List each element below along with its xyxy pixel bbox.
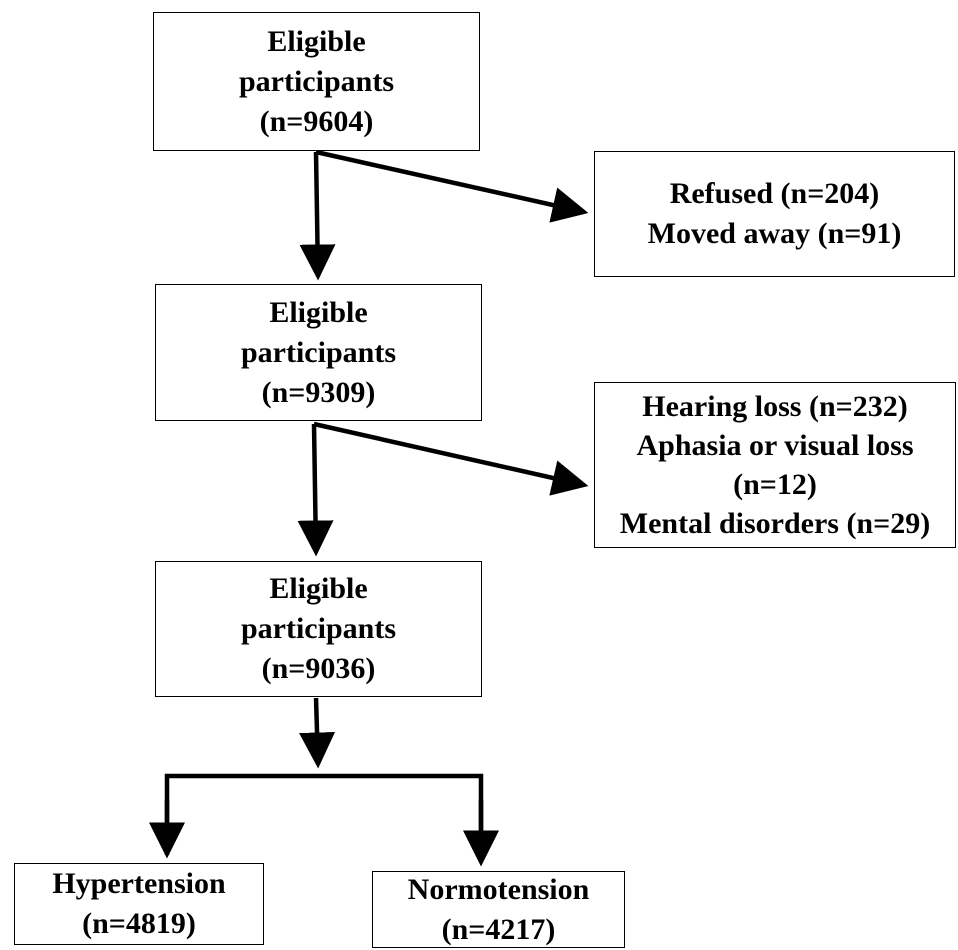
normotension-box: Normotension (n=4217) (372, 871, 625, 948)
arrow-eligible2-to-excluded2 (313, 421, 589, 496)
hypertension-label: Hypertension (52, 867, 226, 900)
normotension-count: (n=4217) (441, 912, 556, 946)
eligible-participants-box-3: Eligible participants (n=9036) (155, 561, 482, 697)
excluded-2-line-1: Hearing loss (n=232) (642, 390, 908, 423)
eligible-1-line-1: Eligible (267, 24, 366, 58)
eligible-3-line-2: participants (240, 612, 396, 645)
eligible-2-line-2: participants (240, 335, 396, 369)
arrow-eligible1-to-excluded1 (315, 149, 589, 223)
excluded-2-line-4: Mental disorders (n=29) (619, 507, 931, 540)
excluded-box-1: Refused (n=204) Moved away (n=91) (594, 151, 955, 277)
excluded-2-line-3: (n=12) (733, 468, 817, 501)
excluded-1-line-2: Moved away (n=91) (647, 217, 902, 250)
excluded-2-line-2: Aphasia or visual loss (636, 429, 914, 462)
eligible-3-line-3: (n=9036) (261, 652, 376, 685)
normotension-label: Normotension (407, 872, 590, 906)
split-line (164, 773, 484, 860)
eligible-2-line-1: Eligible (269, 295, 368, 329)
hypertension-box: Hypertension (n=4819) (14, 863, 264, 945)
eligible-1-line-2: participants (238, 64, 394, 98)
eligible-participants-box-2: Eligible participants (n=9309) (155, 284, 482, 421)
excluded-1-line-1: Refused (n=204) (669, 177, 880, 210)
arrow-eligible3-to-split (299, 697, 336, 769)
eligible-1-line-3: (n=9604) (259, 104, 374, 138)
arrow-eligible1-to-eligible2 (299, 151, 336, 281)
arrow-eligible2-to-eligible3 (297, 423, 334, 557)
eligible-participants-box-1: Eligible participants (n=9604) (153, 12, 480, 151)
hypertension-count: (n=4819) (82, 907, 196, 940)
excluded-box-2: Hearing loss (n=232) Aphasia or visual l… (594, 382, 956, 548)
eligible-2-line-3: (n=9309) (261, 375, 376, 409)
eligible-3-line-1: Eligible (269, 572, 368, 605)
